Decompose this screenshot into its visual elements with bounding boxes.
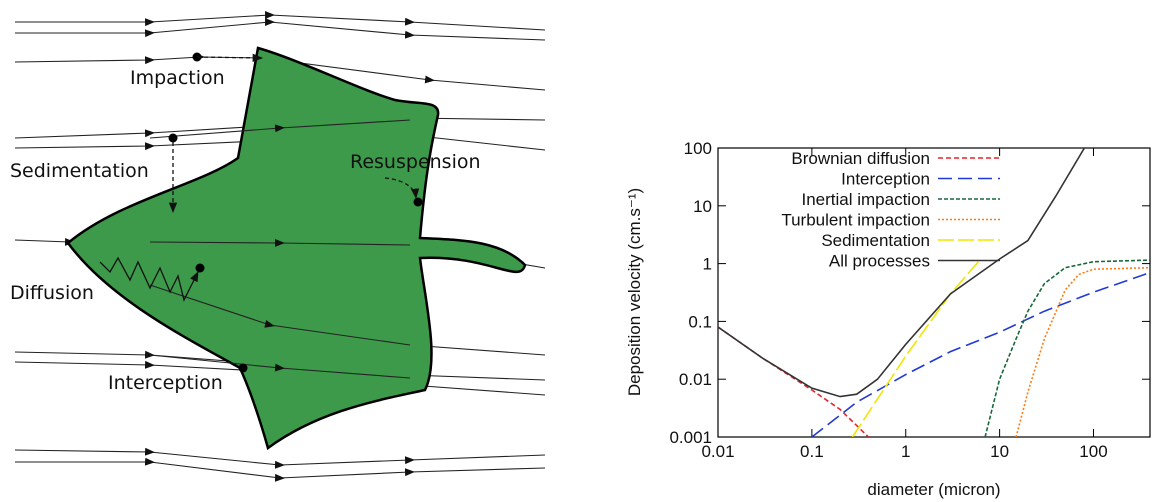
diagram: Impaction Sedimentation Resuspension Dif… [10,11,546,482]
diagram-label: Diffusion [10,282,94,304]
legend-label: Inertial impaction [801,190,930,209]
particle [168,133,178,143]
legend-label: Brownian diffusion [791,149,930,168]
trajectory [196,53,264,63]
streamline [15,18,546,41]
leaf [66,46,527,451]
streamline [149,119,411,139]
streamline [14,53,546,91]
series-line [984,259,1150,437]
streamline [14,447,546,469]
y-tick-label: 0.01 [679,370,712,389]
inner-streamlines [149,119,411,379]
x-axis-label: diameter (micron) [867,480,1000,499]
diagram-label: Interception [108,372,223,394]
y-tick-label: 100 [684,139,712,158]
y-tick-label: 10 [693,197,712,216]
series-line [1015,266,1150,437]
x-tick-label: 10 [990,442,1009,461]
series-line [718,148,1086,398]
y-tick-label: 0.1 [688,312,712,331]
diagram-label: Sedimentation [10,160,149,182]
streamline [15,11,546,31]
y-tick-label: 0.001 [669,428,712,447]
diagram-label: Resuspension [350,151,481,173]
particle [413,197,423,207]
diagram-label: Impaction [130,67,225,89]
series-line [851,260,980,437]
streamline [149,354,411,379]
trajectory [384,177,420,200]
plot-frame [717,147,1151,438]
y-tick-label: 1 [703,255,712,274]
streamline [15,457,546,482]
x-tick-label: 1 [901,442,910,461]
legend-label: All processes [829,252,930,271]
plot-area [718,148,1150,437]
trajectories [99,53,420,302]
x-tick-label: 100 [1079,442,1107,461]
legend-label: Turbulent impaction [781,211,930,230]
particle [195,263,205,273]
series-line [811,271,1150,437]
chart: diameter (micron) Deposition velocity (c… [625,139,1151,499]
trajectory [99,256,199,302]
particle [238,363,248,373]
y-axis-label: Deposition velocity (cm.s⁻¹) [625,188,644,396]
streamline [149,284,411,346]
legend-label: Interception [841,170,930,189]
streamline [149,238,411,247]
x-tick-label: 0.1 [800,442,824,461]
legend-label: Sedimentation [821,231,930,250]
x-tick-label: 0.01 [701,442,734,461]
